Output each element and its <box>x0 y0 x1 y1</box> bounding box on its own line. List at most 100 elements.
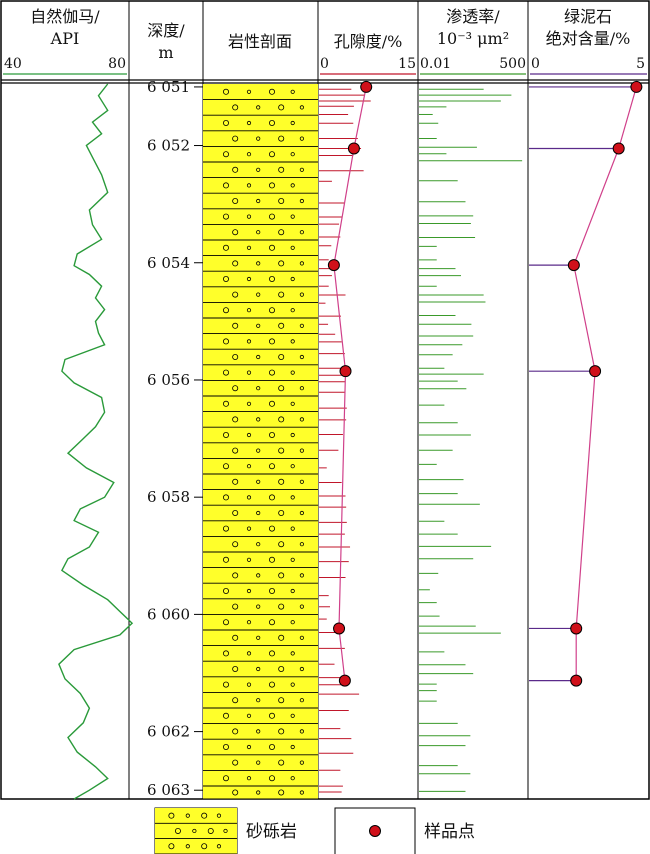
lithology-grain <box>232 478 239 485</box>
lithology-grain <box>299 635 304 640</box>
lithology-grain <box>278 447 285 454</box>
lithology-grain <box>290 89 295 94</box>
lithology-grain <box>222 681 229 688</box>
lithology-grain <box>278 385 285 392</box>
lithology-grain <box>232 353 239 360</box>
lithology-grain <box>223 828 228 834</box>
lithology-grain <box>222 88 229 95</box>
lithology-grain <box>299 542 304 547</box>
lithology-header: 岩性剖面 <box>228 32 292 51</box>
lithology-grain <box>222 213 229 220</box>
lithology-grain <box>232 197 239 204</box>
lithology-grain <box>222 120 229 127</box>
porosity-sample-point <box>333 622 346 635</box>
lithology-grain <box>268 775 275 782</box>
lithology-grain <box>290 214 295 219</box>
legend: 砂砾岩 样品点 <box>154 807 475 854</box>
lithology-grain <box>222 463 229 470</box>
lithology-grain <box>299 604 304 609</box>
porosity-scale-min: 0 <box>320 56 329 72</box>
lithology-grain <box>256 448 261 453</box>
chlorite-connectors <box>529 86 637 682</box>
lithology-grain <box>278 229 285 236</box>
lithology-grain <box>290 776 295 781</box>
porosity-sample-point <box>347 142 360 155</box>
lithology-grain <box>268 244 275 251</box>
lithology-grain <box>256 510 261 516</box>
lithology-grain <box>278 416 285 423</box>
depth-header-line2: m <box>158 43 173 62</box>
lithology-grain <box>268 88 275 95</box>
lithology-grain <box>232 728 239 735</box>
lithology-grain <box>268 463 275 470</box>
permeability-header-line1: 渗透率/ <box>446 7 500 26</box>
lithology-grain <box>246 245 252 250</box>
lithology-grain <box>222 494 229 501</box>
chlorite-scale-min: 0 <box>531 56 540 72</box>
gamma-header-line1: 自然伽马/ <box>30 7 100 26</box>
lithology-grain <box>256 479 261 484</box>
lithology-grain <box>232 166 239 173</box>
depth-header-line1: 深度/ <box>147 21 185 40</box>
lithology-grain <box>290 370 295 375</box>
lithology-grain <box>268 275 275 282</box>
porosity-sample-point <box>360 80 373 93</box>
lithology-grain <box>222 588 229 595</box>
lithology-grain <box>278 572 285 579</box>
lithology-grain <box>232 322 239 329</box>
lithology-grain <box>256 292 261 297</box>
lithology-grain <box>246 776 252 781</box>
porosity-samples <box>327 80 373 687</box>
chlorite-scale-max: 5 <box>636 56 645 72</box>
column-headers: 自然伽马/ API 深度/ m 岩性剖面 孔隙度/% 渗透率/ 10⁻³ μm²… <box>30 7 630 62</box>
lithology-grain <box>299 292 304 297</box>
lithology-grain <box>168 812 175 819</box>
lithology-grain <box>268 494 275 501</box>
lithology-grain <box>278 603 285 610</box>
lithology-fill <box>203 84 318 799</box>
scale-labels: 40 80 0 15 0.01 500 0 5 <box>4 56 645 72</box>
lithology-grain <box>268 681 275 688</box>
lithology-grain <box>290 495 295 500</box>
lithology-grain <box>268 712 275 719</box>
lithology-grain <box>290 120 295 126</box>
lithology-grain <box>232 789 239 796</box>
lithology-grain <box>174 827 181 834</box>
lithology-grain <box>222 307 229 314</box>
chlorite-header-line2: 绝对含量/% <box>546 29 631 48</box>
lithology-grain <box>268 369 275 376</box>
depth-tick-label: 6 060 <box>147 605 190 623</box>
lithology-grain <box>232 666 239 673</box>
lithology-grain <box>246 183 252 188</box>
depth-tick-label: 6 052 <box>147 137 190 155</box>
porosity-sample-curve <box>333 86 367 681</box>
porosity-header: 孔隙度/% <box>334 32 403 51</box>
lithology-grain <box>278 291 285 298</box>
depth-axis: 6 051 6 052 6 054 6 056 6 058 6 060 6 062 6 063 <box>147 78 203 799</box>
lithology-grain <box>299 198 304 204</box>
lithology-grain <box>278 789 285 796</box>
porosity-scale-max: 15 <box>398 56 416 72</box>
lithology-grain <box>290 339 295 344</box>
lithology-grain <box>278 759 285 766</box>
lithology-grain <box>268 556 275 563</box>
lithology-grain <box>256 635 261 640</box>
gamma-scale-max: 80 <box>108 56 126 72</box>
legend-sample-marker <box>369 825 381 837</box>
lithology-grain <box>256 198 261 204</box>
lithology-grain <box>268 744 275 751</box>
lithology-grain <box>299 573 304 578</box>
lithology-grain <box>299 417 304 422</box>
lithology-grain <box>232 447 239 454</box>
lithology-grain <box>268 619 275 626</box>
lithology-grain <box>232 260 239 267</box>
lithology-grain <box>256 386 261 391</box>
lithology-grain <box>168 843 175 850</box>
lithology-grain <box>201 843 208 850</box>
lithology-grain <box>268 431 275 438</box>
lithology-grain <box>256 604 261 609</box>
lithology-grain <box>256 323 261 328</box>
lithology-grain <box>246 557 252 562</box>
lithology-grain <box>246 682 252 687</box>
lithology-grain <box>299 698 304 703</box>
